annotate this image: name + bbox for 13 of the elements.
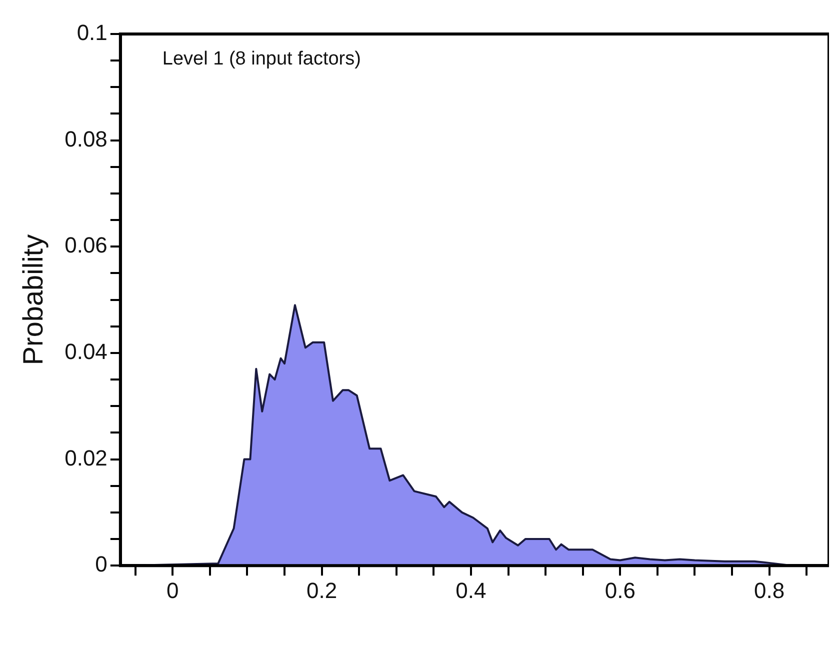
- x-tick-label: 0.8: [754, 578, 785, 603]
- x-tick-label: 0: [166, 578, 179, 603]
- y-tick-label: 0.06: [64, 232, 108, 258]
- y-tick-label: 0.02: [64, 445, 108, 470]
- y-tick-label: 0: [95, 552, 108, 577]
- annotation: Level 1 (8 input factors): [162, 48, 361, 70]
- x-tick-label: 0.6: [604, 578, 636, 603]
- y-axis-title: Probability: [18, 234, 49, 366]
- y-tick-label: 0.08: [64, 126, 108, 152]
- x-tick-label: 0.4: [456, 578, 486, 603]
- y-tick-label: 0.04: [64, 339, 108, 364]
- x-tick-label: 0.2: [306, 578, 338, 603]
- y-tick-label: 0.1: [76, 20, 108, 46]
